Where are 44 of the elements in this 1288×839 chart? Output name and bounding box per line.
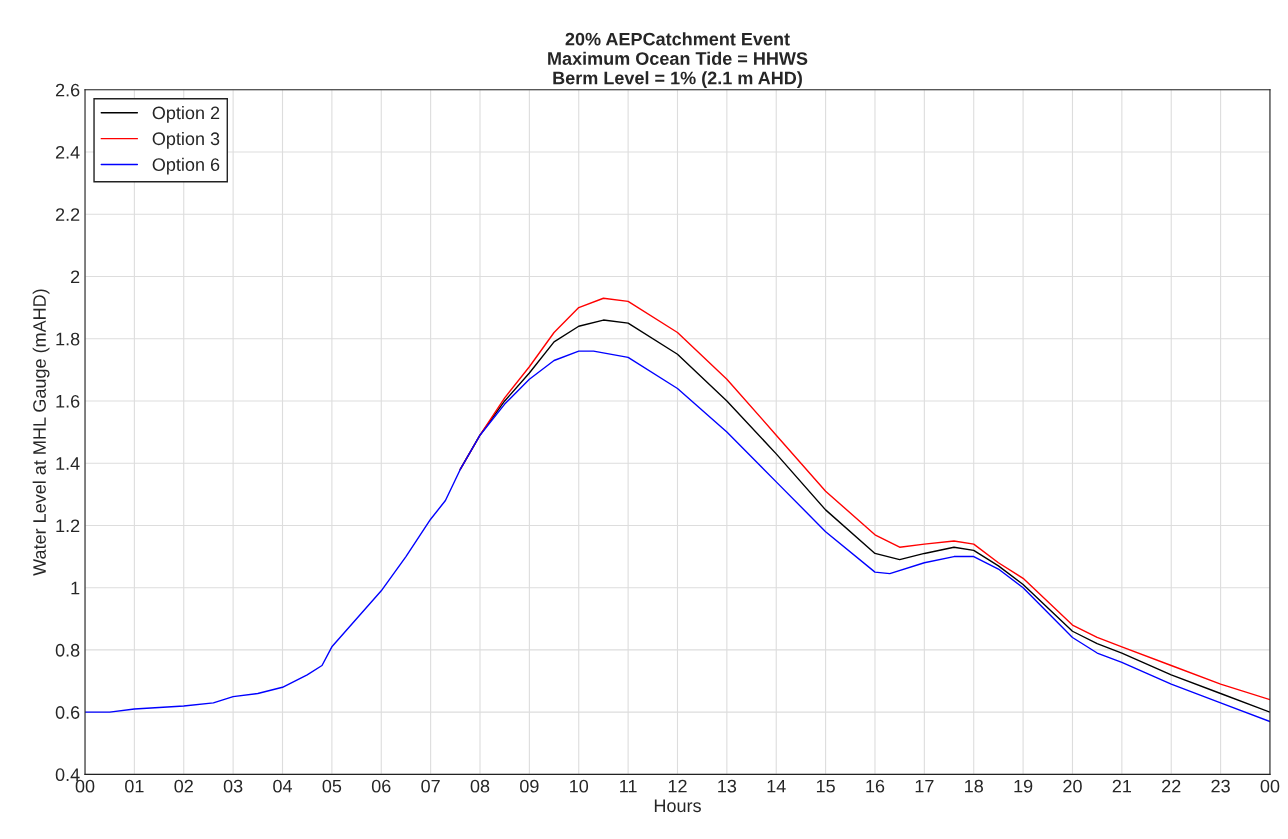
x-tick-label: 16	[866, 779, 885, 793]
x-tick-label: 08	[470, 779, 490, 793]
x-tick-label: 03	[223, 779, 243, 793]
x-tick-label: 17	[915, 779, 934, 793]
x-tick-label: 14	[767, 779, 786, 793]
legend-label: Option 3	[152, 131, 220, 149]
x-tick-label: 21	[1112, 779, 1132, 793]
x-tick-label: 12	[668, 779, 687, 793]
y-tick-label: 1.6	[56, 394, 80, 408]
x-tick-label: 20	[1063, 779, 1082, 793]
x-tick-label: 07	[421, 779, 440, 793]
x-tick-label: 01	[125, 779, 144, 793]
y-tick-label: 0.8	[55, 643, 80, 657]
x-tick-label: 10	[570, 779, 589, 793]
x-tick-label: 23	[1211, 779, 1230, 793]
y-axis-title: Water Level at MHL Gauge (mAHD)	[32, 289, 50, 576]
y-tick-label: 2.6	[55, 83, 80, 97]
x-tick-label: 06	[371, 779, 391, 793]
x-tick-label: 13	[718, 779, 737, 793]
y-tick-label: 2	[71, 270, 80, 284]
y-tick-label: 0.4	[55, 768, 80, 782]
y-tick-label: 1.4	[56, 457, 80, 470]
y-tick-label: 1.8	[56, 332, 80, 346]
chart-title: 20% AEPCatchment Event Maximum Ocean Tide = HHWS Berm Level = 1% (2.1 m AHD)	[548, 32, 808, 88]
x-tick-label: 09	[520, 779, 539, 793]
x-tick-label: 00	[75, 779, 95, 793]
y-tick-label: 2.4	[55, 145, 80, 159]
y-tick-label: 2.2	[55, 208, 80, 221]
x-tick-label: 05	[322, 779, 342, 793]
y-tick-label: 1.2	[56, 519, 80, 532]
x-tick-label: 04	[273, 779, 293, 793]
x-tick-label: 22	[1162, 779, 1181, 793]
line-series	[85, 350, 1270, 723]
y-tick-label: 1	[71, 581, 80, 595]
legend-label: Option 2	[152, 106, 220, 123]
x-axis-title: Hours	[654, 799, 701, 813]
x-tick-label: 15	[816, 779, 835, 793]
legend-label: Option 6	[152, 157, 220, 175]
x-tick-label: 18	[965, 779, 983, 793]
x-tick-label: 02	[174, 779, 193, 793]
x-tick-label: 19	[1014, 779, 1033, 793]
x-tick-label: 11	[620, 779, 637, 793]
x-tick-label: 00	[1260, 779, 1280, 793]
y-tick-label: 0.6	[55, 706, 80, 719]
